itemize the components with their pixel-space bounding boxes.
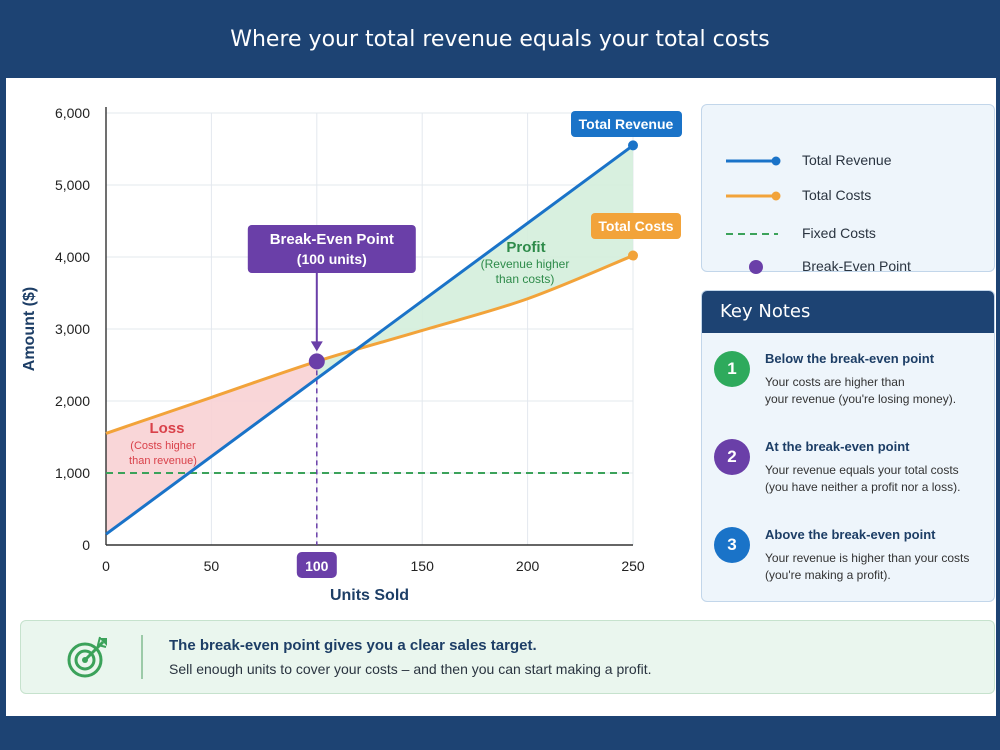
note-title: At the break-even point (765, 439, 910, 454)
legend-label: Total Revenue (802, 152, 892, 168)
note-line: Your revenue is higher than your costs (765, 551, 970, 565)
note-line: (you have neither a profit nor a loss). (765, 480, 961, 494)
note-number-badge: 3 (714, 527, 750, 563)
dashed-line-icon (726, 233, 778, 235)
y-tick-label: 2,000 (55, 393, 90, 409)
tip-description: Sell enough units to cover your costs – … (169, 661, 652, 677)
legend-item-fixed-costs: Fixed Costs (702, 222, 994, 246)
page-header: Where your total revenue equals your tot… (0, 0, 1000, 78)
line-dot-icon (726, 191, 781, 201)
line-dot-icon (726, 156, 781, 166)
tip-divider (141, 635, 143, 679)
profit-note: (Revenue higher (481, 257, 570, 271)
note-description: Your costs are higher than your revenue … (765, 374, 985, 408)
note-title: Above the break-even point (765, 527, 936, 542)
break-even-callout-title: Break-Even Point (270, 231, 394, 248)
target-icon (67, 636, 107, 678)
note-item-3: 3 Above the break-even point Your revenu… (702, 525, 994, 601)
break-even-point (308, 353, 325, 370)
y-tick-label: 0 (82, 537, 90, 553)
loss-label: Loss (149, 420, 184, 437)
note-line: your revenue (you're losing money). (765, 392, 957, 406)
y-tick-label: 5,000 (55, 177, 90, 193)
legend-item-total-costs: Total Costs (702, 184, 994, 208)
total-revenue-line (105, 144, 634, 536)
break-even-chart: 0 1,000 2,000 3,000 4,000 5,000 6,000 0 50 100 150… (21, 105, 682, 604)
loss-region (106, 361, 317, 535)
y-tick-label: 6,000 (55, 105, 90, 121)
legend-item-break-even: Break-Even Point (702, 255, 994, 279)
break-even-callout (247, 225, 416, 273)
note-title: Below the break-even point (765, 351, 935, 366)
page-title: Where your total revenue equals your tot… (230, 26, 770, 52)
sales-target-tip: The break-even point gives you a clear s… (20, 620, 995, 694)
break-even-callout-subtitle: (100 units) (297, 251, 367, 267)
total-costs-end-point (628, 250, 638, 261)
note-line: Your revenue equals your total costs (765, 463, 959, 477)
break-even-tick-badge (296, 552, 337, 578)
x-tick-label: 250 (621, 558, 645, 574)
legend-label: Total Costs (802, 187, 872, 203)
total-revenue-tag (571, 111, 682, 137)
x-tick-label: 100 (305, 558, 329, 574)
note-line: (you're making a profit). (765, 568, 891, 582)
profit-note: than costs) (496, 272, 555, 286)
note-description: Your revenue is higher than your costs (… (765, 550, 985, 584)
x-tick-label: 50 (204, 558, 220, 574)
key-notes-panel: Key Notes 1 Below the break-even point Y… (701, 290, 995, 602)
y-tick-label: 3,000 (55, 321, 90, 337)
profit-label: Profit (506, 239, 545, 256)
note-line: Your costs are higher than (765, 375, 905, 389)
total-costs-tag-label: Total Costs (598, 218, 673, 234)
tip-title: The break-even point gives you a clear s… (169, 637, 537, 654)
chart-legend: Total Revenue Total Costs Fixed Costs Br… (701, 104, 995, 274)
total-revenue-end-point (628, 140, 638, 151)
main-panel: 0 1,000 2,000 3,000 4,000 5,000 6,000 0 50 100 150… (6, 78, 996, 716)
total-revenue-tag-label: Total Revenue (579, 116, 674, 132)
total-costs-tag (591, 213, 681, 239)
x-tick-label: 200 (516, 558, 540, 574)
note-number-badge: 2 (714, 439, 750, 475)
note-number-badge: 1 (714, 351, 750, 387)
y-tick-label: 1,000 (55, 465, 90, 481)
footer-band (0, 716, 1000, 750)
x-tick-label: 150 (411, 558, 435, 574)
total-costs-line (105, 254, 634, 435)
dot-icon (749, 260, 763, 274)
note-item-1: 1 Below the break-even point Your costs … (702, 349, 994, 429)
legend-label: Break-Even Point (802, 258, 911, 274)
x-axis-label: Units Sold (330, 587, 409, 604)
legend-label: Fixed Costs (802, 225, 876, 241)
break-even-arrow-head (310, 341, 323, 352)
note-item-2: 2 At the break-even point Your revenue e… (702, 437, 994, 517)
note-description: Your revenue equals your total costs (yo… (765, 462, 985, 496)
legend-item-total-revenue: Total Revenue (702, 149, 994, 173)
y-axis-label: Amount ($) (21, 287, 38, 371)
x-tick-label: 0 (102, 558, 110, 574)
loss-note: (Costs higher (130, 440, 196, 452)
loss-note: than revenue) (129, 455, 197, 467)
y-tick-label: 4,000 (55, 249, 90, 265)
key-notes-title: Key Notes (702, 291, 994, 333)
